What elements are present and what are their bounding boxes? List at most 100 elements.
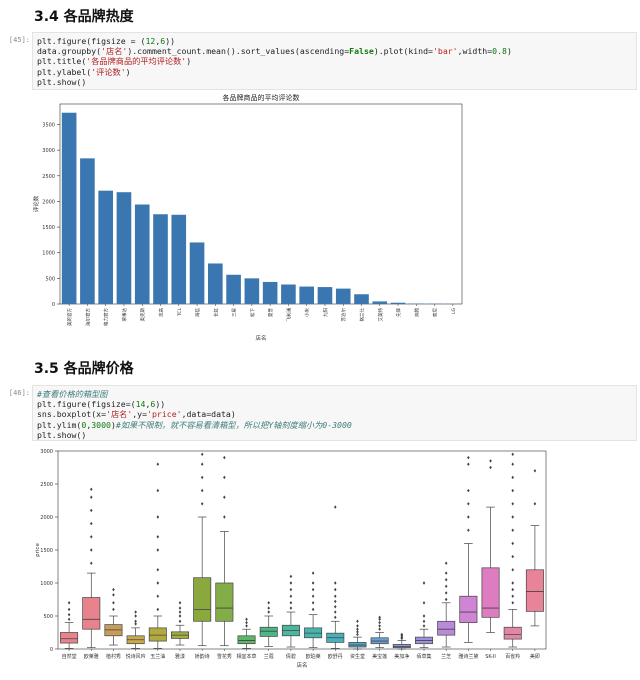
box-group bbox=[60, 601, 79, 649]
outlier bbox=[378, 615, 381, 620]
outlier bbox=[511, 462, 515, 466]
outlier bbox=[134, 614, 137, 618]
code1-line: plt.figure(figsize = (12,6)) bbox=[37, 36, 176, 46]
outlier bbox=[444, 591, 448, 595]
outlier bbox=[333, 505, 337, 509]
bar bbox=[134, 204, 150, 304]
bar bbox=[61, 112, 77, 304]
outlier bbox=[356, 624, 359, 628]
x-tick-label: 悦诗风吟 bbox=[126, 653, 146, 660]
y-tick-label: 3000 bbox=[40, 449, 53, 455]
x-tick-label: 小米 bbox=[304, 308, 311, 317]
outlier bbox=[511, 601, 515, 605]
outlier bbox=[489, 459, 492, 463]
box bbox=[459, 595, 478, 623]
outlier bbox=[156, 535, 160, 539]
code-cell-1[interactable]: plt.figure(figsize = (12,6)) data.groupby… bbox=[32, 32, 637, 90]
outlier bbox=[511, 528, 515, 532]
bar bbox=[390, 302, 406, 304]
outlier bbox=[511, 515, 515, 519]
outlier bbox=[67, 601, 71, 605]
code2-line: plt.ylim(0,3000)#如果不限制，就不容易看清箱型，所以把Y轴刻度缩… bbox=[37, 419, 352, 430]
x-tick-label: 雪花秀 bbox=[217, 653, 232, 660]
cell-prompt-45: [45]: bbox=[8, 36, 30, 44]
outlier bbox=[422, 601, 426, 605]
x-tick-label: 海尔官方 bbox=[84, 308, 91, 326]
outlier bbox=[467, 462, 470, 466]
outlier bbox=[200, 462, 204, 466]
outlier bbox=[511, 587, 515, 592]
outlier bbox=[200, 452, 204, 456]
outlier bbox=[311, 587, 315, 592]
code2-line: sns.boxplot(x='店名',y='price',data=data) bbox=[37, 409, 236, 420]
outlier bbox=[311, 607, 315, 612]
x-tick-label: 欧舒丹 bbox=[328, 653, 343, 660]
outlier bbox=[245, 617, 248, 621]
bar bbox=[281, 284, 296, 304]
x-tick-label: 海信 bbox=[194, 308, 201, 317]
box-group bbox=[193, 452, 212, 647]
bar-chart-avg-comments: 各品牌商品的平均评论数 0 500 1000 1500 2000 2500 3000 3500 评… bbox=[32, 93, 463, 342]
x-tick-label: 志高 bbox=[158, 308, 165, 317]
outlier bbox=[511, 488, 515, 493]
x-tick-label: 美的官方 bbox=[66, 308, 73, 326]
code-block-1[interactable]: plt.figure(figsize = (12,6)) data.groupby… bbox=[37, 36, 632, 87]
box bbox=[82, 597, 101, 630]
x-tick-label: 艾美特 bbox=[377, 308, 384, 322]
bar bbox=[153, 214, 168, 304]
x-tick-label: 资生堂 bbox=[350, 653, 365, 660]
x-tick-label: 夏普 bbox=[267, 308, 274, 317]
outlier bbox=[467, 528, 470, 532]
code-cell-2[interactable]: #查看价格的箱型图 plt.figure(figsize=(14,6)) sns.b… bbox=[32, 385, 637, 441]
outlier bbox=[311, 594, 315, 598]
bar bbox=[244, 278, 260, 304]
outlier bbox=[178, 610, 182, 614]
code2-line: plt.show() bbox=[37, 429, 87, 440]
outlier bbox=[311, 581, 315, 585]
x-tick-label: 奔腾 bbox=[413, 308, 420, 317]
x-tick-label: 荣事达 bbox=[121, 308, 128, 322]
box-group bbox=[104, 587, 123, 646]
box-group bbox=[237, 617, 256, 649]
outlier bbox=[422, 619, 426, 623]
outlier bbox=[156, 515, 160, 519]
box bbox=[60, 632, 79, 644]
outlier bbox=[444, 597, 448, 602]
x-tick-label: LG bbox=[451, 307, 457, 314]
outlier bbox=[67, 607, 71, 612]
plot-frame bbox=[59, 103, 463, 305]
bar bbox=[189, 242, 205, 304]
box bbox=[215, 582, 234, 622]
x-axis-label: 店名 bbox=[255, 334, 266, 342]
outlier bbox=[467, 488, 470, 493]
outlier bbox=[444, 578, 448, 582]
outlier bbox=[422, 581, 426, 585]
outlier bbox=[511, 581, 515, 585]
outlier bbox=[511, 502, 515, 506]
box bbox=[148, 627, 167, 642]
box-group bbox=[170, 601, 190, 646]
outlier bbox=[267, 610, 271, 614]
x-tick-label: 苏泊尔 bbox=[340, 308, 347, 322]
outlier bbox=[67, 617, 71, 621]
outlier bbox=[112, 601, 115, 605]
outlier bbox=[156, 462, 160, 466]
code1-line: plt.show() bbox=[37, 76, 87, 87]
x-tick-label: 玉兰油 bbox=[150, 653, 165, 660]
code-block-2[interactable]: #查看价格的箱型图 plt.figure(figsize=(14,6)) sns.b… bbox=[37, 389, 632, 440]
outlier bbox=[89, 548, 93, 552]
outlier bbox=[89, 508, 93, 513]
outlier bbox=[289, 606, 293, 610]
outlier bbox=[378, 624, 381, 628]
bar bbox=[372, 301, 388, 304]
outlier bbox=[333, 581, 337, 585]
outlier bbox=[223, 455, 226, 460]
x-tick-label: 松下 bbox=[249, 308, 256, 317]
section-title-price: 3.5 各品牌价格 bbox=[34, 361, 134, 377]
outlier bbox=[89, 521, 93, 526]
box bbox=[437, 620, 456, 636]
outlier bbox=[156, 594, 160, 598]
bar bbox=[80, 158, 95, 304]
outlier bbox=[533, 469, 537, 473]
outlier bbox=[333, 587, 337, 592]
